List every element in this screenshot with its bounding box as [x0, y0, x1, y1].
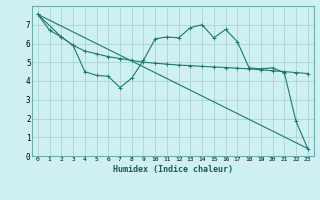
X-axis label: Humidex (Indice chaleur): Humidex (Indice chaleur): [113, 165, 233, 174]
